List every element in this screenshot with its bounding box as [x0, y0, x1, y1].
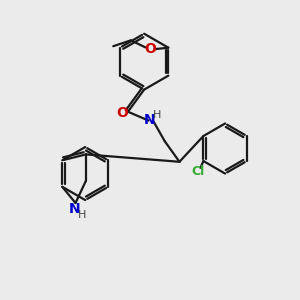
Text: H: H	[153, 110, 161, 120]
Text: O: O	[144, 42, 156, 56]
Text: O: O	[117, 106, 129, 120]
Text: Cl: Cl	[191, 165, 204, 178]
Text: H: H	[78, 210, 86, 220]
Text: N: N	[143, 113, 155, 127]
Text: N: N	[69, 202, 81, 217]
